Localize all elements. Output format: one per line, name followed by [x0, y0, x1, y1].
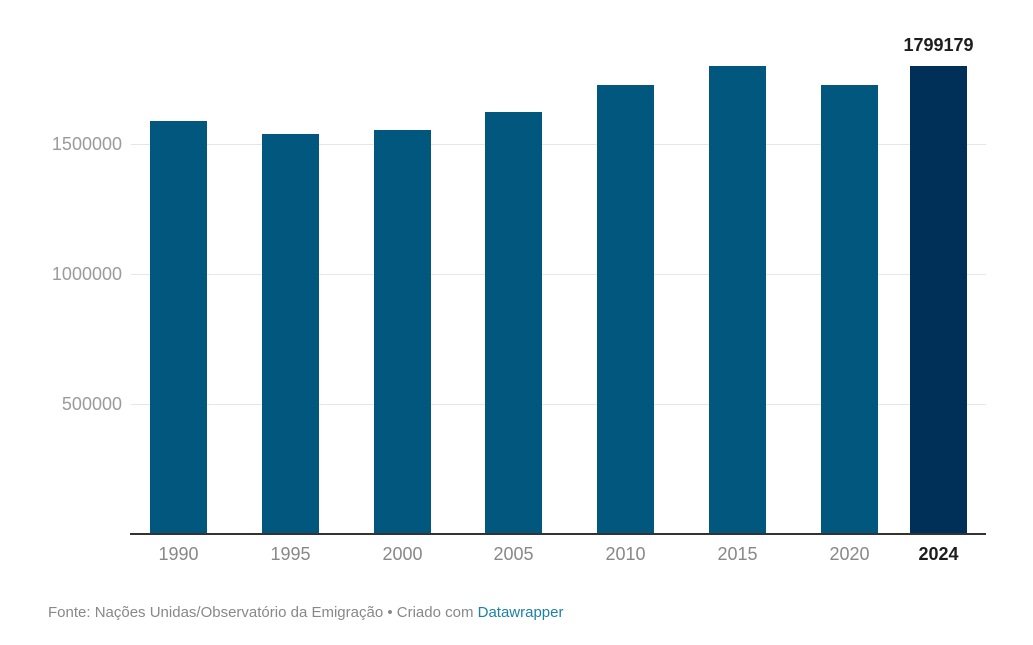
bar-2010	[597, 85, 654, 534]
bar-2015	[709, 66, 766, 534]
gridline	[131, 144, 986, 145]
x-tick-label: 1995	[270, 544, 311, 564]
x-tick-label: 2005	[493, 544, 534, 564]
gridline	[131, 404, 986, 405]
x-tick-label: 2024	[918, 544, 959, 564]
chart-footer: Fonte: Nações Unidas/Observatório da Emi…	[48, 604, 564, 621]
x-tick-label: 1990	[158, 544, 199, 564]
source-text: Fonte: Nações Unidas/Observatório da Emi…	[48, 604, 478, 621]
value-label: 1799179	[903, 35, 974, 55]
datawrapper-link[interactable]: Datawrapper	[477, 604, 564, 621]
bar-1995	[262, 134, 319, 534]
x-tick-label: 2010	[605, 544, 646, 564]
bar-2005	[485, 112, 542, 534]
x-tick-label: 2000	[382, 544, 423, 564]
x-tick-label: 2020	[829, 544, 870, 564]
gridline	[131, 274, 986, 275]
y-tick-label: 1500000	[51, 134, 122, 154]
x-tick-label: 2015	[717, 544, 758, 564]
bar-2000	[374, 130, 431, 534]
y-tick-label: 500000	[61, 394, 122, 414]
x-axis-line	[130, 533, 986, 535]
bar-2020	[821, 85, 878, 534]
bar-1990	[150, 121, 207, 534]
bar-2024	[910, 66, 967, 534]
y-tick-label: 1000000	[51, 264, 122, 284]
